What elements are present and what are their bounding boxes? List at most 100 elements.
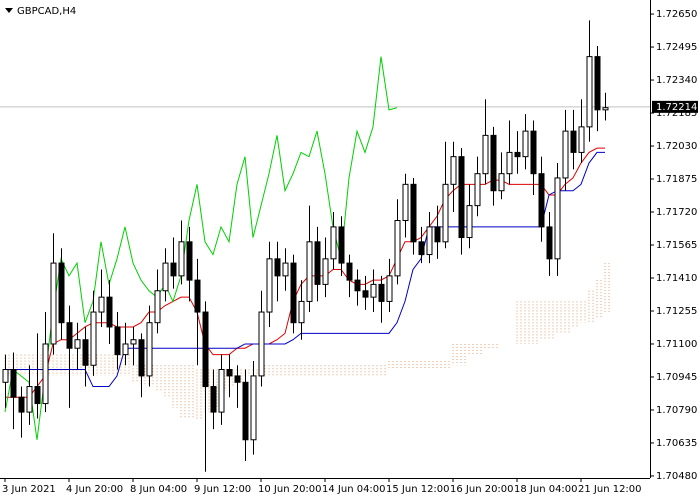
candle-body [18,396,25,413]
candle-body [506,151,513,175]
candle-body [42,343,49,405]
candle-body [578,126,585,153]
candle-body [554,177,561,260]
candle-body [26,386,33,413]
candle-body [178,241,185,277]
x-tick-label: 16 Jun 20:00 [450,484,514,495]
candle-body [106,296,113,328]
candle-body [242,381,249,441]
candle-body [146,322,153,377]
candle-body [458,156,465,239]
candle-body [66,322,73,349]
candle-body [482,134,489,175]
y-tick-label: 1.70945 [656,372,697,383]
candle-body [442,183,449,243]
candle-body [386,275,393,302]
candle-body [474,173,481,207]
y-tick-label: 1.71100 [656,339,697,350]
candle-body [130,339,137,345]
y-tick-label: 1.72030 [656,141,697,152]
candle-body [290,262,297,324]
y-tick-label: 1.71875 [656,174,697,185]
candle-body [370,283,377,298]
indicator-line [4,56,398,440]
y-tick-label: 1.71565 [656,240,697,251]
candle-body [162,262,169,292]
x-tick-label: 15 Jun 12:00 [386,484,450,495]
x-tick-label: 14 Jun 04:00 [322,484,386,495]
candle-body [202,311,209,388]
candle-body [402,183,409,222]
candle-body [58,262,65,324]
candle-body [114,326,121,356]
candle-body [50,262,57,345]
menu-icon[interactable] [5,8,13,13]
candle-body [338,226,345,264]
y-tick-label: 1.71410 [656,273,697,284]
candle-body [602,107,609,111]
candle-body [138,339,145,377]
candle-body [450,156,457,185]
candle-body [274,258,281,277]
candle-body [354,279,361,292]
candle-body [426,226,433,256]
y-tick-label: 1.72185 [656,108,697,119]
candle-body [418,241,425,256]
candle-body [122,343,129,356]
x-tick-label: 8 Jun 04:00 [130,484,187,495]
x-tick-label: 21 Jun 12:00 [578,484,642,495]
candle-body [410,183,417,243]
candle-body [530,130,537,175]
candle-body [258,311,265,377]
candle-body [314,241,321,285]
plot-area [0,20,650,472]
candle-body [266,258,273,313]
candle-body [322,258,329,285]
candle-body [194,279,201,313]
current-price-label: 1.72214 [656,102,697,113]
candle-body [434,226,441,243]
candle-body [234,375,241,383]
candle-body [82,339,89,366]
candle-body [154,290,161,324]
y-tick-label: 1.72650 [656,9,697,20]
candle-body [10,369,17,398]
chart-title: GBPCAD,H4 [17,6,76,17]
candle-body [306,241,313,302]
y-tick-label: 1.71255 [656,306,697,317]
candle-body [362,290,369,298]
candle-body [498,173,505,192]
x-tick-label: 10 Jun 20:00 [258,484,322,495]
candle-body [570,130,577,153]
x-tick-label: 18 Jun 04:00 [514,484,578,495]
x-tick-label: 9 Jun 12:00 [194,484,251,495]
candle-body [490,134,497,192]
candle-body [226,369,233,377]
candle-body [250,375,257,441]
candle-body [90,311,97,366]
candle-body [282,262,289,277]
y-tick-label: 1.71720 [656,207,697,218]
candle-body [210,386,217,413]
candle-body [98,296,105,313]
candle-body [218,369,225,413]
candle-body [586,56,593,128]
candle-body [466,205,473,239]
y-tick-label: 1.70635 [656,438,697,449]
y-tick-label: 1.70790 [656,405,697,416]
indicator-line [5,151,605,388]
y-tick-label: 1.70480 [656,471,697,482]
x-tick-label: 4 Jun 20:00 [66,484,123,495]
candle-body [34,386,41,405]
candle-body [298,300,305,324]
candle-body [562,130,569,179]
candle-body [74,339,81,349]
x-tick-label: 3 Jun 2021 [2,484,56,495]
candle-body [378,283,385,302]
candle-body [546,226,553,260]
candle-body [346,262,353,281]
candle-body [514,151,521,158]
candle-body [594,56,601,111]
